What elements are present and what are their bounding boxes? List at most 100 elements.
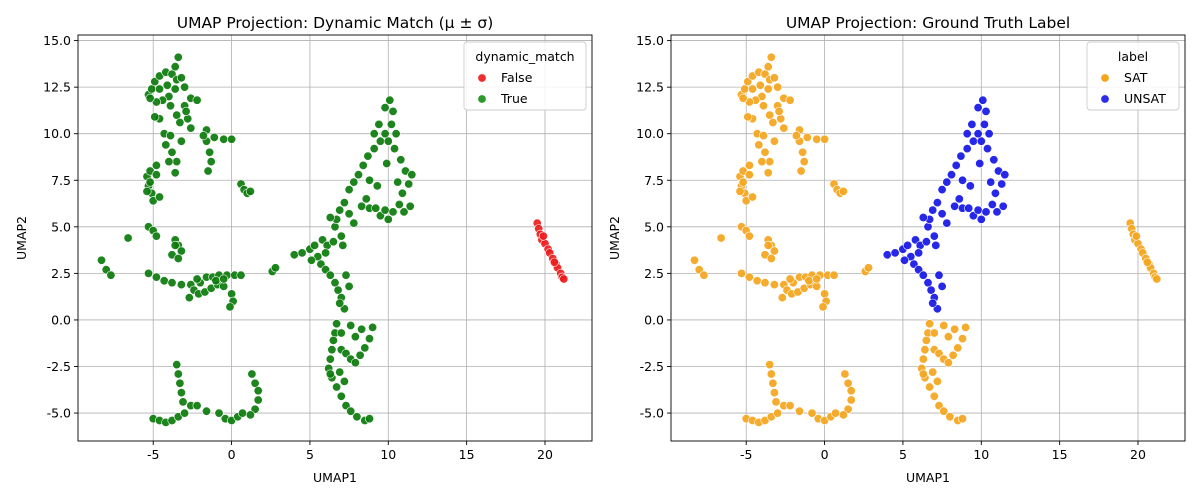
data-point xyxy=(332,319,342,329)
data-point xyxy=(336,328,346,338)
data-point xyxy=(975,159,985,169)
data-point xyxy=(976,214,986,224)
data-point xyxy=(765,157,775,167)
data-point xyxy=(863,263,873,273)
data-point xyxy=(247,369,257,379)
data-point xyxy=(123,233,133,243)
data-point xyxy=(957,414,967,424)
data-point xyxy=(965,181,975,191)
data-point xyxy=(918,369,928,379)
data-point xyxy=(1000,170,1010,180)
x-tick-label: -5 xyxy=(740,447,752,462)
data-point xyxy=(948,350,958,360)
data-point xyxy=(929,231,939,241)
data-point xyxy=(349,177,359,187)
data-point xyxy=(812,274,822,284)
data-point xyxy=(170,240,180,250)
series-sat xyxy=(689,52,1162,427)
data-point xyxy=(769,280,779,290)
x-axis-label: UMAP1 xyxy=(906,470,950,485)
data-point xyxy=(802,132,812,142)
data-point xyxy=(346,406,356,416)
data-point xyxy=(227,289,237,299)
data-point xyxy=(253,386,263,396)
series-true xyxy=(97,52,417,427)
data-point xyxy=(979,119,989,129)
data-point xyxy=(962,144,972,154)
data-point xyxy=(903,240,913,250)
data-point xyxy=(738,93,748,103)
data-point xyxy=(765,360,775,370)
data-point xyxy=(820,134,830,144)
data-point xyxy=(270,263,280,273)
legend-entry: True xyxy=(500,91,528,106)
data-point xyxy=(397,188,407,198)
data-point xyxy=(766,52,776,62)
data-point xyxy=(799,157,809,167)
data-point xyxy=(396,155,406,165)
data-point xyxy=(976,136,986,146)
data-point xyxy=(812,134,822,144)
data-point xyxy=(768,118,778,128)
data-point xyxy=(744,160,754,170)
data-point xyxy=(689,255,699,265)
data-point xyxy=(973,129,983,139)
x-tick-label: 0 xyxy=(821,447,829,462)
data-point xyxy=(1131,231,1141,241)
data-point xyxy=(385,95,395,105)
data-point xyxy=(155,192,165,202)
data-point xyxy=(183,114,193,124)
data-point xyxy=(939,406,949,416)
x-tick-label: -5 xyxy=(147,447,159,462)
legend-box xyxy=(463,41,587,111)
data-point xyxy=(336,391,346,401)
data-point xyxy=(929,391,939,401)
data-point xyxy=(973,103,983,113)
data-point xyxy=(383,214,393,224)
data-point xyxy=(145,93,155,103)
data-point xyxy=(176,136,186,146)
data-point xyxy=(758,101,768,111)
y-tick-label: 10.0 xyxy=(43,126,71,141)
data-point xyxy=(382,159,392,169)
data-point xyxy=(173,254,183,264)
data-point xyxy=(943,332,953,342)
data-point xyxy=(394,200,404,210)
data-point xyxy=(328,335,338,345)
data-point xyxy=(364,175,374,185)
data-point xyxy=(97,255,107,265)
data-point xyxy=(145,177,155,187)
data-point xyxy=(934,270,944,280)
x-tick-label: 0 xyxy=(228,447,236,462)
data-point xyxy=(973,205,983,215)
data-point xyxy=(106,270,116,280)
data-point xyxy=(769,136,779,146)
data-point xyxy=(380,129,390,139)
data-point xyxy=(346,320,356,330)
data-point xyxy=(923,222,933,232)
data-point xyxy=(768,378,778,388)
data-point xyxy=(925,319,935,329)
data-point xyxy=(369,129,379,139)
x-tick-label: 15 xyxy=(459,447,475,462)
data-point xyxy=(176,73,186,83)
y-tick-label: 2.5 xyxy=(644,266,664,281)
data-point xyxy=(962,129,972,139)
data-point xyxy=(981,207,991,217)
data-point xyxy=(360,343,370,353)
data-point xyxy=(754,140,764,150)
data-point xyxy=(744,170,754,180)
data-point xyxy=(744,231,754,241)
data-point xyxy=(374,119,384,129)
data-point xyxy=(170,84,180,94)
data-point xyxy=(829,270,839,280)
data-point xyxy=(211,276,221,286)
y-tick-label: 12.5 xyxy=(636,80,664,95)
data-point xyxy=(364,334,374,344)
y-axis-label: UMAP2 xyxy=(14,216,29,260)
data-point xyxy=(820,289,830,299)
data-point xyxy=(939,320,949,330)
data-point xyxy=(364,414,374,424)
legend-title: dynamic_match xyxy=(475,49,574,64)
data-point xyxy=(549,257,559,267)
